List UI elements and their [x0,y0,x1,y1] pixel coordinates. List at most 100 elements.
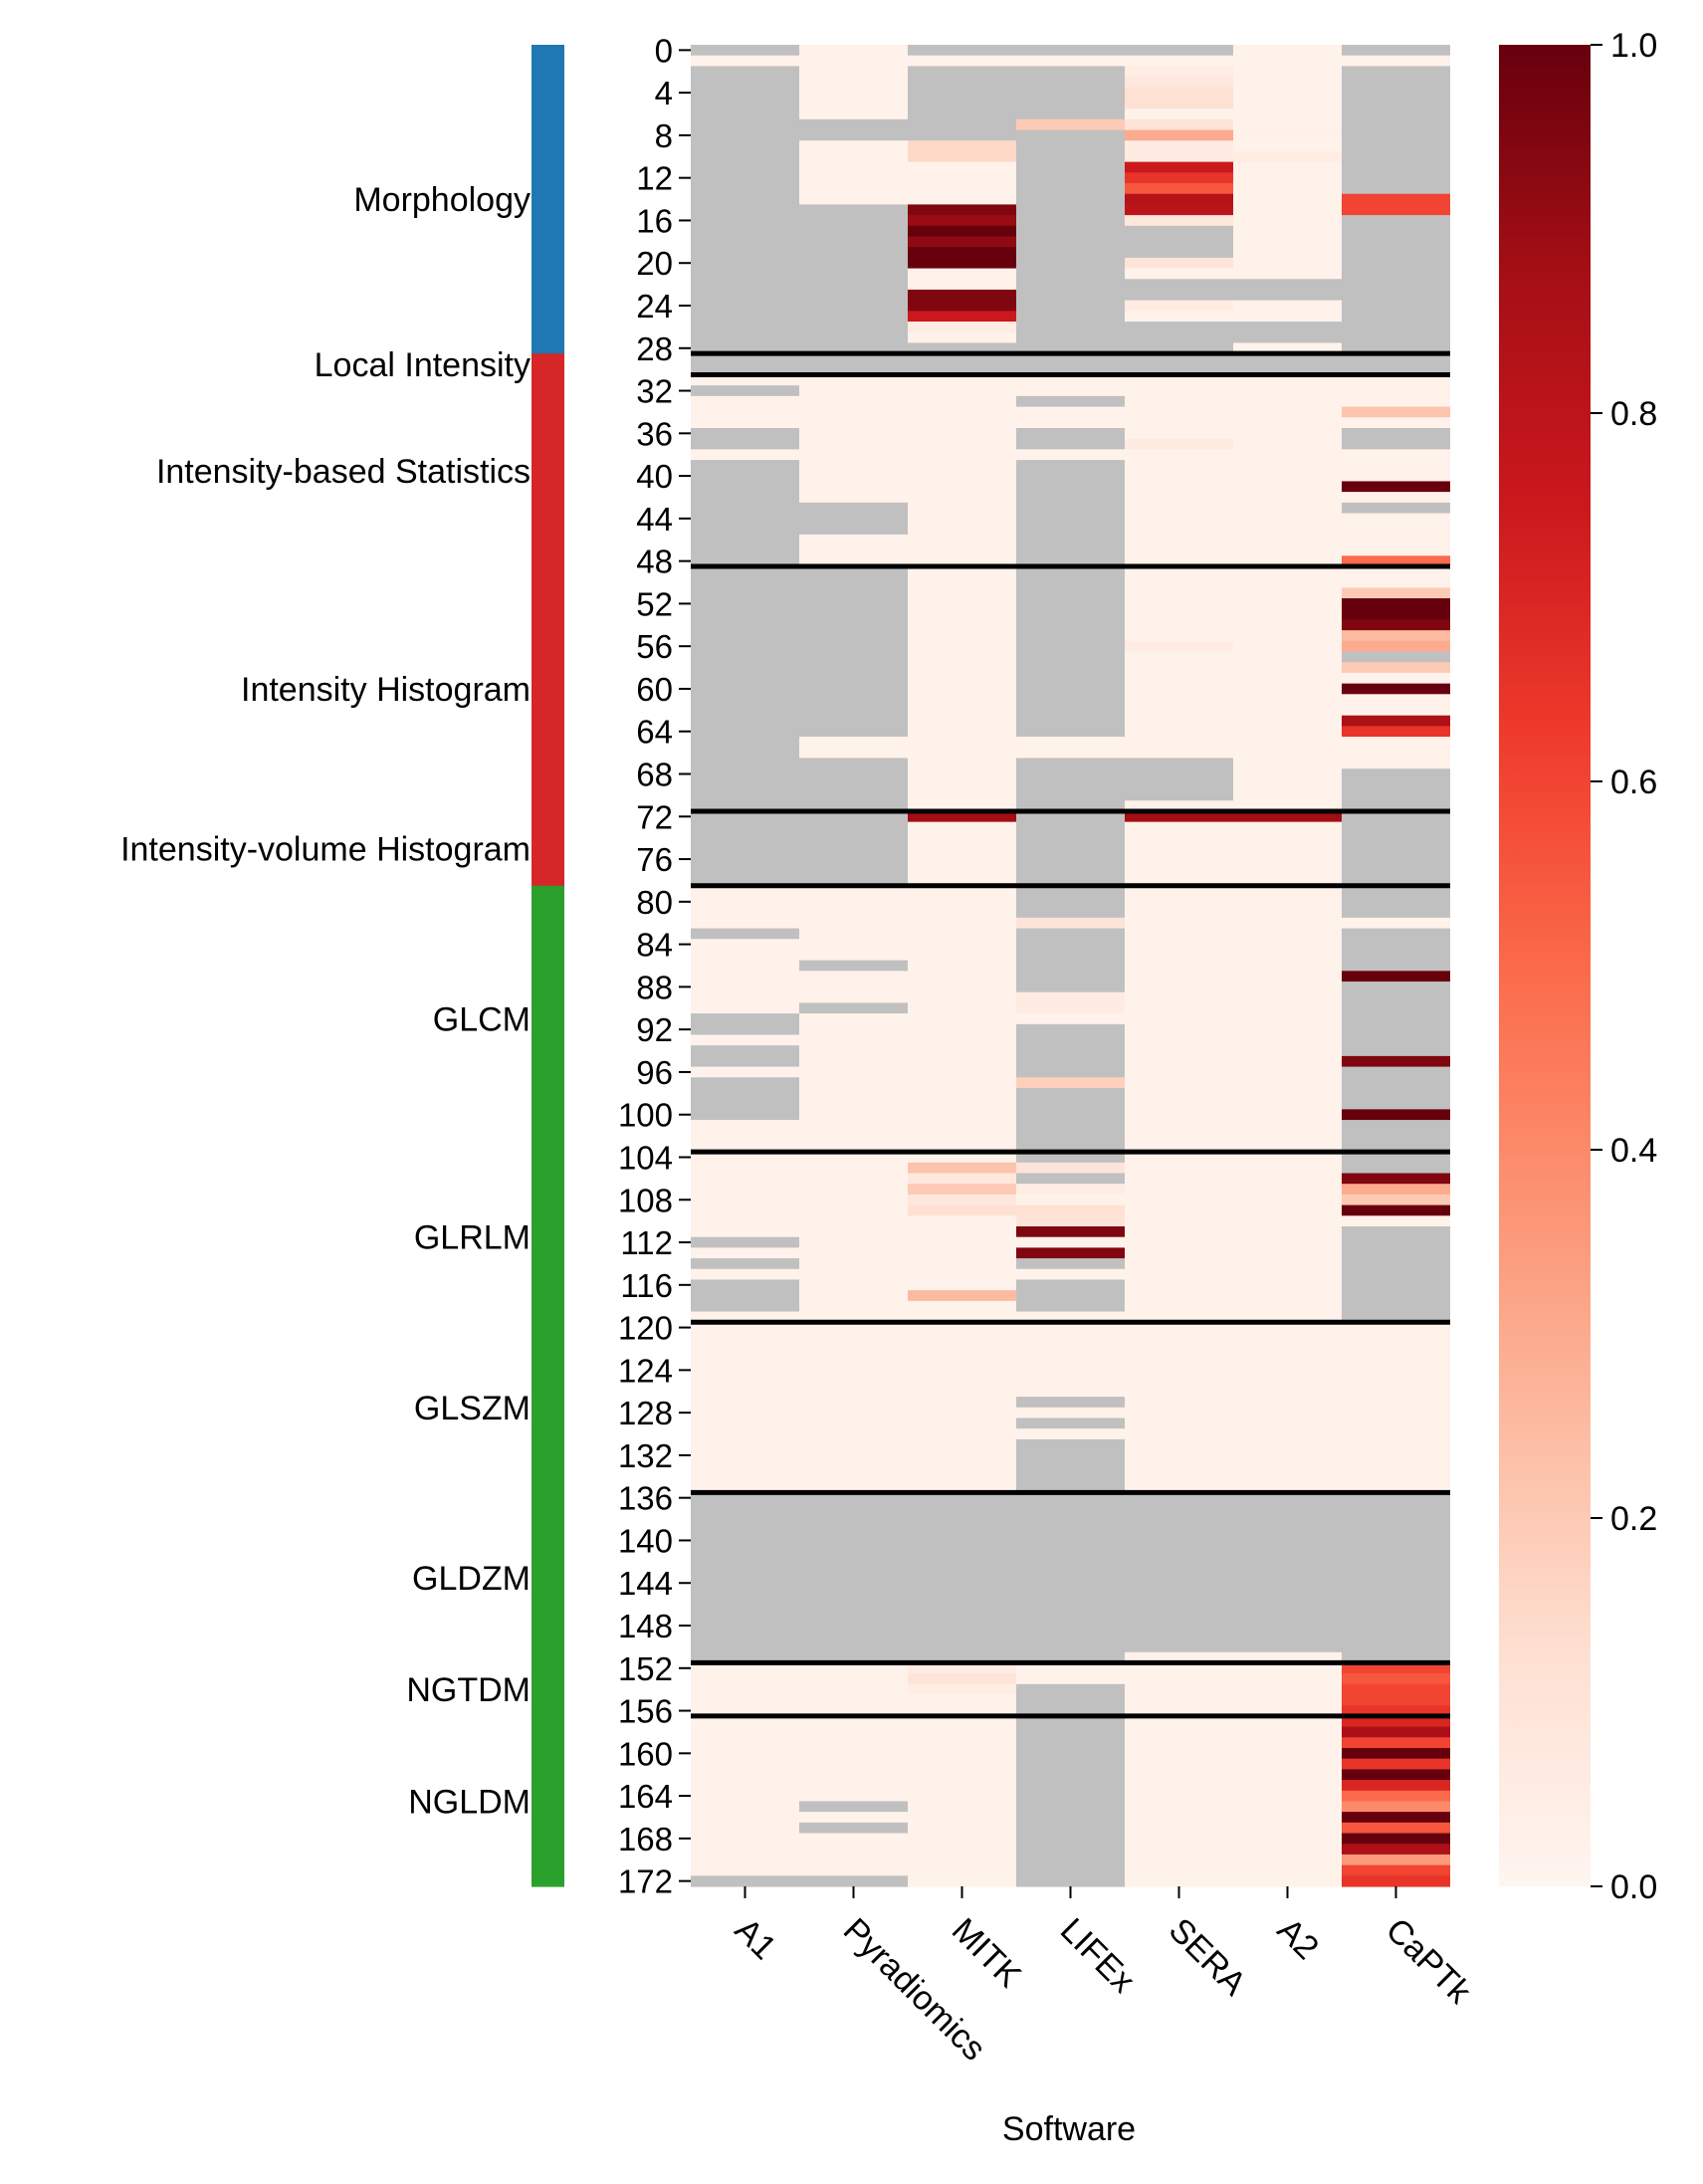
heatmap-cell-a1-138 [691,1513,799,1526]
heatmap-cell-lifex-83 [1016,928,1125,940]
heatmap-cell-sera-43 [1125,502,1233,515]
heatmap-cell-pyradiomics-158 [799,1726,908,1738]
heatmap-cell-captk-34 [1342,406,1450,418]
heatmap-cell-mitk-15 [908,204,1016,216]
heatmap-cell-lifex-60 [1016,683,1125,695]
heatmap-cell-a1-15 [691,204,799,216]
heatmap-cell-lifex-32 [1016,385,1125,397]
heatmap-cell-a1-17 [691,225,799,238]
heatmap-cell-mitk-112 [908,1236,1016,1248]
heatmap-cell-sera-25 [1125,311,1233,323]
heatmap-cell-mitk-29 [908,353,1016,365]
heatmap-cell-a1-115 [691,1268,799,1281]
heatmap-cell-a1-123 [691,1354,799,1366]
heatmap-cell-a1-53 [691,608,799,621]
heatmap-cell-mitk-20 [908,257,1016,270]
heatmap-cell-captk-154 [1342,1683,1450,1696]
heatmap-cell-sera-113 [1125,1247,1233,1259]
heatmap-cell-sera-87 [1125,971,1233,983]
heatmap-cell-captk-33 [1342,395,1450,408]
heatmap-cell-a1-99 [691,1098,799,1110]
heatmap-cell-lifex-157 [1016,1715,1125,1728]
heatmap-cell-sera-106 [1125,1173,1233,1185]
heatmap-cell-lifex-117 [1016,1290,1125,1302]
heatmap-cell-sera-12 [1125,172,1233,184]
heatmap-cell-a2-161 [1233,1758,1342,1770]
heatmap-cell-sera-135 [1125,1481,1233,1493]
heatmap-cell-sera-161 [1125,1758,1233,1770]
heatmap-cell-sera-117 [1125,1290,1233,1302]
heatmap-cell-mitk-129 [908,1418,1016,1429]
heatmap-cell-mitk-156 [908,1705,1016,1717]
row-tick-label: 140 [618,1522,673,1559]
heatmap-cell-captk-131 [1342,1438,1450,1451]
heatmap-cell-a2-132 [1233,1449,1342,1461]
heatmap-cell-captk-112 [1342,1236,1450,1248]
heatmap-cell-sera-124 [1125,1365,1233,1377]
heatmap-cell-lifex-11 [1016,161,1125,173]
heatmap-cell-a1-61 [691,694,799,706]
heatmap-cell-lifex-59 [1016,672,1125,685]
group-label: Intensity Histogram [241,671,531,709]
heatmap-cell-pyradiomics-170 [799,1854,908,1866]
row-tick-label: 152 [618,1650,673,1687]
heatmap-cell-pyradiomics-119 [799,1311,908,1323]
heatmap-cell-sera-45 [1125,524,1233,536]
heatmap-cell-a1-55 [691,630,799,642]
heatmap-cell-a1-168 [691,1833,799,1845]
heatmap-cell-pyradiomics-24 [799,300,908,312]
family-segment-gldzm [532,1492,564,1664]
heatmap-cell-captk-19 [1342,247,1450,259]
heatmap-cell-mitk-51 [908,587,1016,599]
heatmap-cell-lifex-3 [1016,77,1125,89]
heatmap-cell-pyradiomics-86 [799,960,908,972]
heatmap-cell-a1-9 [691,140,799,152]
heatmap-cell-captk-64 [1342,726,1450,738]
heatmap-cell-mitk-85 [908,949,1016,962]
heatmap-cell-a2-49 [1233,565,1342,578]
heatmap-cell-a2-152 [1233,1662,1342,1674]
heatmap-cell-captk-102 [1342,1130,1450,1143]
heatmap-cell-lifex-121 [1016,1332,1125,1345]
heatmap-cell-sera-154 [1125,1683,1233,1696]
heatmap-cell-sera-143 [1125,1567,1233,1579]
heatmap-cell-pyradiomics-56 [799,640,908,653]
heatmap-cell-mitk-62 [908,705,1016,717]
heatmap-cell-sera-68 [1125,768,1233,780]
heatmap-cell-captk-62 [1342,705,1450,717]
heatmap-cell-a1-145 [691,1588,799,1600]
family-segment-intensity-histogram [532,565,564,812]
heatmap-cell-sera-133 [1125,1460,1233,1472]
heatmap-cell-captk-103 [1342,1141,1450,1153]
heatmap-cell-mitk-127 [908,1397,1016,1409]
heatmap-cell-captk-162 [1342,1769,1450,1781]
heatmap-cell-captk-12 [1342,172,1450,184]
heatmap-cell-mitk-38 [908,449,1016,461]
heatmap-cell-sera-123 [1125,1354,1233,1366]
heatmap-cell-a1-140 [691,1535,799,1547]
heatmap-cell-sera-157 [1125,1715,1233,1728]
group-label: Intensity-volume Histogram [120,830,531,868]
heatmap-cell-captk-98 [1342,1087,1450,1100]
heatmap-cell-mitk-25 [908,311,1016,323]
heatmap-cell-mitk-14 [908,193,1016,205]
heatmap-cell-captk-163 [1342,1780,1450,1792]
heatmap-cell-a1-108 [691,1194,799,1206]
heatmap-cell-sera-49 [1125,565,1233,578]
heatmap-cell-pyradiomics-92 [799,1023,908,1036]
heatmap-cell-mitk-172 [908,1875,1016,1887]
heatmap-cell-lifex-12 [1016,172,1125,184]
heatmap-cell-pyradiomics-91 [799,1013,908,1025]
heatmap-cell-lifex-18 [1016,236,1125,248]
heatmap-cell-captk-66 [1342,747,1450,760]
heatmap-cell-lifex-144 [1016,1577,1125,1590]
heatmap-cell-pyradiomics-57 [799,651,908,663]
heatmap-cell-mitk-128 [908,1407,1016,1420]
heatmap-cell-sera-5 [1125,98,1233,109]
heatmap-cell-mitk-167 [908,1822,1016,1835]
heatmap-cell-a2-48 [1233,555,1342,567]
heatmap-cell-pyradiomics-140 [799,1535,908,1547]
heatmap-cell-mitk-135 [908,1481,1016,1493]
column-label-a2: A2 [1270,1911,1326,1967]
heatmap-cell-sera-164 [1125,1790,1233,1803]
